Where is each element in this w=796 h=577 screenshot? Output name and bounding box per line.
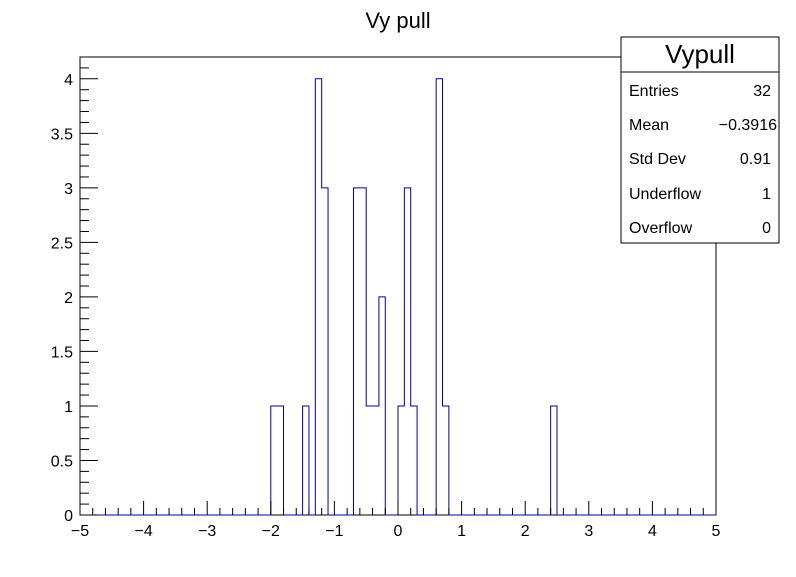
x-tick-label: 2 [521, 523, 530, 540]
histogram-bin [411, 406, 417, 515]
x-tick-label: −5 [71, 523, 89, 540]
x-tick-label: −3 [198, 523, 216, 540]
x-tick-label: 0 [394, 523, 403, 540]
histogram-bin [303, 406, 309, 515]
x-axis: −5 −4 −3 −2 −1 0 1 2 3 4 5 [71, 501, 721, 540]
stats-label-entries: Entries [629, 83, 679, 100]
histogram-bin [373, 406, 379, 515]
stats-box-frame [620, 36, 780, 244]
stats-label-overflow: Overflow [629, 220, 693, 237]
stats-value-std-dev: 0.91 [740, 151, 771, 168]
histogram-bin [322, 188, 328, 515]
histogram-bin [436, 79, 442, 515]
histogram-bin [551, 406, 557, 515]
histogram-bin [353, 188, 359, 515]
x-tick-label: −4 [134, 523, 152, 540]
stats-box: Vypull Entries 32 Mean −0.3916 Std Dev 0… [620, 36, 780, 244]
y-tick-label: 0.5 [51, 453, 73, 470]
histogram-bin [379, 297, 385, 515]
stats-value-mean: −0.3916 [719, 117, 777, 134]
histogram-bin [315, 79, 321, 515]
stats-value-entries: 32 [753, 83, 771, 100]
y-tick-label: 3 [64, 181, 73, 198]
x-tick-label: −2 [262, 523, 280, 540]
x-tick-label: 1 [457, 523, 466, 540]
y-tick-label: 2 [64, 290, 73, 307]
y-tick-label: 3.5 [51, 126, 73, 143]
y-tick-label: 2.5 [51, 235, 73, 252]
stats-value-overflow: 0 [762, 220, 771, 237]
histogram-bin [366, 406, 372, 515]
stats-box-title: Vypull [665, 39, 735, 69]
stats-label-underflow: Underflow [629, 186, 701, 203]
x-tick-label: −1 [325, 523, 343, 540]
histogram-bin [277, 406, 283, 515]
histogram-bin [360, 188, 366, 515]
y-tick-label: 1.5 [51, 344, 73, 361]
stats-label-std-dev: Std Dev [629, 151, 686, 168]
chart-title: Vy pull [365, 8, 430, 33]
stats-label-mean: Mean [629, 117, 669, 134]
x-tick-label: 3 [584, 523, 593, 540]
y-axis: 0 0.5 1 1.5 2 2.5 3 3.5 4 [51, 56, 98, 525]
y-tick-label: 4 [64, 72, 73, 89]
histogram-bin [271, 406, 277, 515]
y-tick-label: 1 [64, 399, 73, 416]
x-tick-label: 5 [712, 523, 721, 540]
x-tick-label: 4 [648, 523, 657, 540]
histogram-bin [443, 406, 449, 515]
stats-value-underflow: 1 [762, 186, 771, 203]
histogram-bin [398, 406, 404, 515]
histogram-bin [404, 188, 410, 515]
y-tick-label: 0 [64, 508, 73, 525]
